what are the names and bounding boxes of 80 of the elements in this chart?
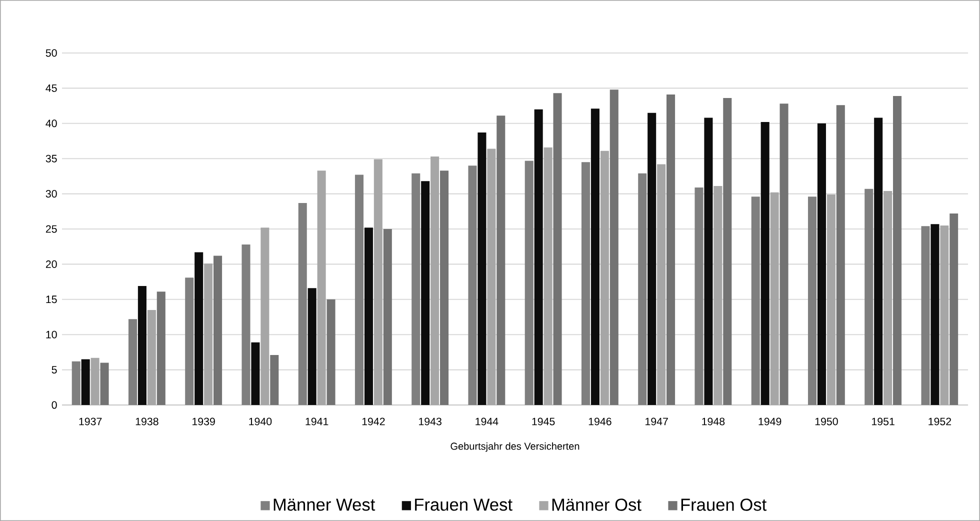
x-tick-label: 1945: [532, 418, 555, 426]
bar: [666, 94, 676, 405]
bar: [921, 226, 930, 405]
legend-label: Männer West: [274, 498, 376, 511]
x-tick-label: 1947: [646, 418, 668, 426]
x-tick-label: 1946: [588, 418, 612, 426]
y-tick-label: 50: [46, 49, 57, 57]
x-tick-label: 1942: [362, 418, 385, 426]
bar: [440, 170, 449, 405]
bar: [412, 173, 420, 405]
bar: [72, 361, 80, 405]
bar: [128, 319, 138, 405]
bar: [534, 109, 543, 405]
bar: [836, 105, 845, 405]
y-tick-label: 30: [46, 190, 57, 198]
bar: [780, 104, 788, 405]
bar: [496, 116, 506, 405]
bar: [817, 123, 826, 405]
bar: [270, 355, 279, 405]
x-tick-label: 1941: [306, 418, 328, 426]
bar: [524, 160, 534, 405]
bar: [478, 132, 486, 405]
y-tick-label: 35: [46, 154, 57, 162]
bar: [194, 252, 204, 405]
bar: [421, 181, 430, 405]
bar: [156, 292, 166, 405]
bar: [364, 228, 373, 405]
bar: [751, 196, 760, 405]
bar: [610, 90, 618, 405]
x-tick-label: 1937: [79, 418, 102, 426]
y-tick-label: 25: [46, 225, 57, 233]
bar: [704, 118, 713, 405]
bar: [638, 173, 647, 405]
x-tick-label: 1952: [928, 418, 952, 426]
bar: [930, 224, 940, 405]
legend-label: Frauen West: [415, 498, 512, 511]
bar: [354, 174, 364, 405]
bar: [723, 98, 732, 405]
bar: [326, 299, 336, 405]
bar: [383, 228, 392, 405]
x-tick-label: 1949: [758, 418, 782, 426]
bar: [808, 196, 817, 405]
y-tick-label: 5: [52, 366, 57, 374]
bar: [251, 342, 260, 405]
y-tick-label: 15: [46, 296, 57, 304]
bar: [694, 187, 704, 405]
bar: [648, 112, 656, 405]
bar: [185, 278, 194, 405]
x-tick-label: 1944: [476, 418, 498, 426]
bar: [468, 166, 477, 405]
x-axis-title: Geburtsjahr des Versicherten: [450, 442, 580, 452]
legend-label: Männer Ost: [552, 498, 642, 511]
bar: [553, 93, 562, 405]
bar: [214, 256, 222, 405]
bar: [760, 122, 770, 405]
x-tick-label: 1951: [872, 418, 894, 426]
y-tick-label: 45: [46, 84, 57, 92]
x-tick-label: 1943: [419, 418, 442, 426]
bar: [893, 96, 902, 405]
bar: [950, 214, 958, 405]
x-tick-label: 1939: [192, 418, 215, 426]
bar: [308, 288, 316, 405]
y-tick-label: 40: [46, 120, 57, 128]
bar: [298, 202, 307, 405]
bar: [581, 162, 590, 405]
bar: [874, 118, 883, 405]
bar: [81, 359, 90, 405]
bar: [138, 286, 146, 405]
y-tick-label: 20: [46, 260, 57, 268]
bar: [100, 362, 109, 405]
bar: [864, 188, 874, 405]
bar: [242, 244, 250, 405]
x-tick-label: 1940: [249, 418, 272, 426]
bar: [590, 108, 600, 405]
y-tick-label: 10: [46, 330, 57, 338]
x-tick-label: 1938: [136, 418, 158, 426]
x-tick-label: 1950: [815, 418, 838, 426]
y-tick-label: 0: [52, 401, 57, 409]
legend-label: Frauen Ost: [681, 498, 767, 511]
x-tick-label: 1948: [702, 418, 725, 426]
